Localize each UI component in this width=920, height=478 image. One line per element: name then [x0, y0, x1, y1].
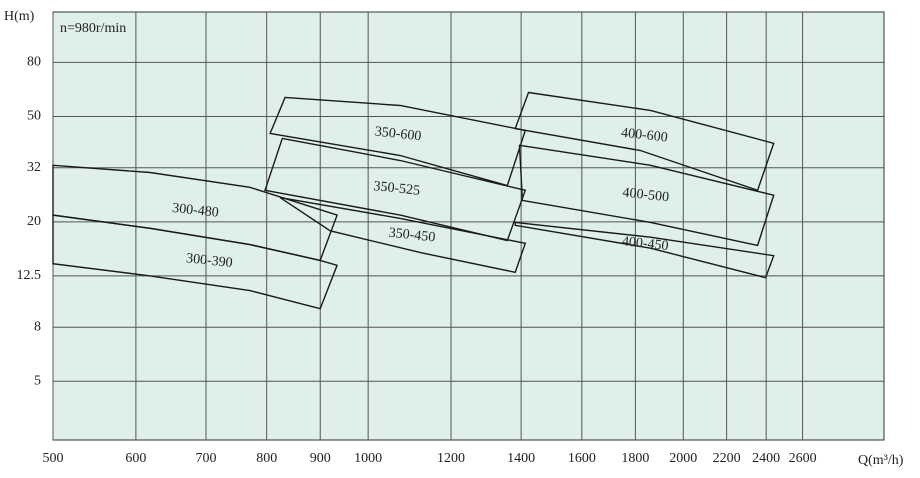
y-tick-label: 50 [27, 109, 41, 124]
region-label: 350-525 [373, 179, 421, 199]
grid [52, 12, 884, 440]
region-label: 400-450 [621, 234, 669, 254]
x-tick-label: 1400 [507, 451, 535, 466]
region-outline [264, 137, 527, 242]
regions [52, 91, 775, 310]
y-tick-label: 80 [27, 55, 41, 70]
region-outline [279, 196, 527, 274]
region-label: 300-480 [171, 201, 219, 221]
x-tick-label: 800 [256, 451, 277, 466]
region-label: 350-450 [388, 226, 436, 246]
region-outline [514, 221, 775, 279]
x-tick-label: 2600 [789, 451, 817, 466]
x-tick-label: 700 [195, 451, 216, 466]
annotation: n=980r/min [60, 21, 126, 36]
y-tick-label: 12.5 [17, 268, 42, 283]
x-tick-label: 900 [310, 451, 331, 466]
x-tick-label: 1800 [621, 451, 649, 466]
x-tick-label: 1200 [437, 451, 465, 466]
x-axis-label: Q(m³/h) [858, 453, 904, 468]
x-tick-label: 2200 [713, 451, 741, 466]
y-tick-label: 8 [34, 319, 41, 334]
x-tick-label: 2000 [669, 451, 697, 466]
x-tick-label: 2400 [752, 451, 780, 466]
x-tick-label: 500 [43, 451, 64, 466]
x-tick-label: 1000 [354, 451, 382, 466]
plot-area [52, 11, 885, 441]
region-label: 400-600 [620, 126, 668, 146]
x-tick-label: 600 [125, 451, 146, 466]
region-outline [518, 144, 775, 247]
region-outline [52, 214, 339, 310]
region-label: 350-600 [374, 124, 422, 144]
region-label: 300-390 [185, 251, 233, 271]
region-outline [514, 91, 775, 192]
y-tick-label: 32 [27, 160, 41, 175]
x-tick-label: 1600 [568, 451, 596, 466]
y-tick-label: 20 [27, 214, 41, 229]
y-axis-label: H(m) [4, 9, 35, 24]
annotation-box [55, 16, 133, 40]
region-label: 400-500 [622, 185, 670, 205]
y-tick-label: 5 [34, 373, 41, 388]
